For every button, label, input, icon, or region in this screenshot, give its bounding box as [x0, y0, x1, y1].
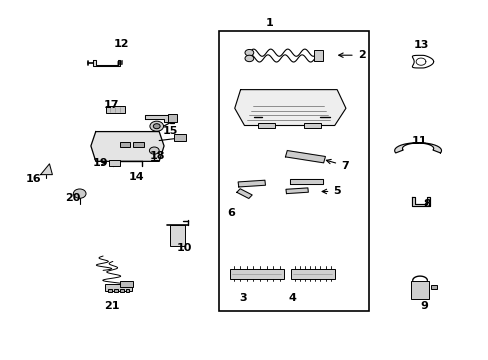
Bar: [290, 269, 334, 279]
Bar: [174, 134, 186, 141]
Bar: [125, 289, 129, 292]
Text: 6: 6: [226, 208, 234, 218]
Text: 18: 18: [150, 151, 165, 161]
Text: 11: 11: [410, 136, 426, 145]
Bar: [120, 141, 130, 147]
Polygon shape: [411, 197, 429, 206]
Bar: [170, 225, 184, 246]
Bar: [257, 123, 274, 128]
Text: 4: 4: [288, 293, 296, 303]
Polygon shape: [238, 180, 265, 187]
Polygon shape: [144, 116, 168, 122]
Bar: [106, 107, 124, 113]
Polygon shape: [290, 179, 323, 184]
Bar: [133, 141, 143, 147]
Bar: [304, 123, 321, 128]
Circle shape: [244, 55, 253, 62]
Text: 9: 9: [419, 301, 427, 311]
Text: 8: 8: [422, 199, 430, 210]
Text: 2: 2: [338, 50, 365, 60]
Bar: [120, 281, 132, 287]
Text: 1: 1: [265, 18, 273, 28]
Text: 7: 7: [325, 159, 348, 171]
Text: 3: 3: [239, 293, 247, 303]
Bar: [120, 289, 123, 292]
Polygon shape: [285, 188, 308, 194]
Circle shape: [73, 189, 86, 198]
Polygon shape: [285, 150, 325, 163]
Bar: [109, 160, 120, 166]
Polygon shape: [93, 60, 120, 66]
Bar: [105, 284, 132, 291]
Polygon shape: [234, 90, 345, 126]
Text: 16: 16: [26, 174, 41, 184]
Circle shape: [149, 147, 159, 154]
Text: 15: 15: [163, 126, 178, 136]
Circle shape: [244, 49, 253, 56]
Bar: [430, 285, 436, 289]
Text: 17: 17: [104, 100, 120, 110]
Text: 12: 12: [114, 40, 129, 49]
Bar: [108, 289, 112, 292]
Polygon shape: [236, 189, 252, 198]
Bar: [168, 114, 177, 122]
Text: 10: 10: [176, 243, 191, 253]
Text: 5: 5: [322, 186, 340, 197]
Bar: [229, 269, 283, 279]
Polygon shape: [91, 132, 163, 161]
Bar: [114, 289, 118, 292]
Text: 20: 20: [65, 193, 81, 203]
Polygon shape: [41, 164, 52, 175]
Circle shape: [150, 121, 163, 131]
Text: 13: 13: [412, 40, 428, 50]
Text: 19: 19: [92, 158, 108, 168]
Text: 14: 14: [128, 172, 144, 182]
Text: 21: 21: [104, 301, 120, 311]
Bar: [314, 50, 323, 61]
Bar: [219, 31, 368, 311]
Circle shape: [153, 124, 160, 129]
Bar: [410, 281, 428, 299]
Polygon shape: [394, 143, 441, 153]
